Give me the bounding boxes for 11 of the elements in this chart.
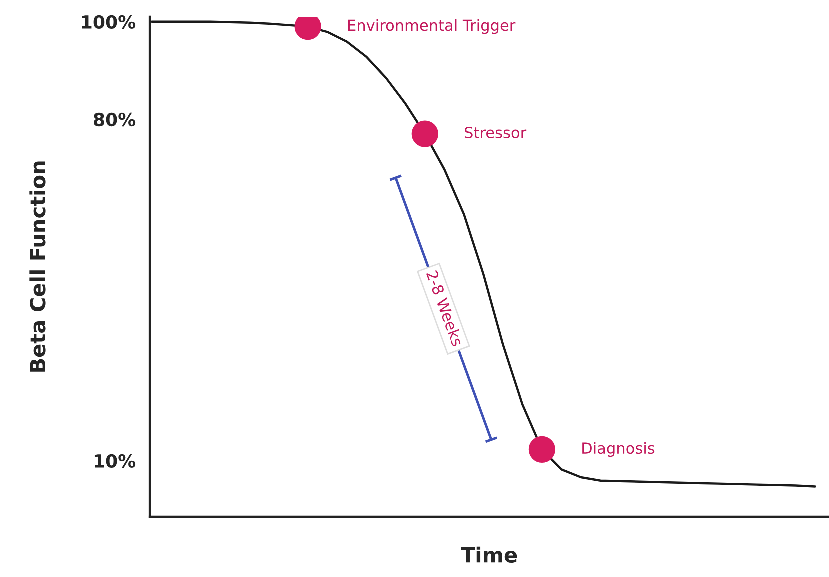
y-axis-title: Beta Cell Function xyxy=(30,162,46,372)
y-tick-label: 80% xyxy=(94,112,136,127)
annotation: Stressor xyxy=(465,126,527,139)
x-axis-title: Time xyxy=(461,546,518,563)
y-tick-label: 10% xyxy=(94,454,136,468)
point xyxy=(412,120,438,148)
point xyxy=(528,436,556,463)
annotation: Environmental Trigger xyxy=(348,19,516,34)
y-tick-label: 100% xyxy=(82,15,136,30)
annotation: Diagnosis xyxy=(582,442,655,458)
annotation: 2-8 Weeks xyxy=(426,270,464,348)
